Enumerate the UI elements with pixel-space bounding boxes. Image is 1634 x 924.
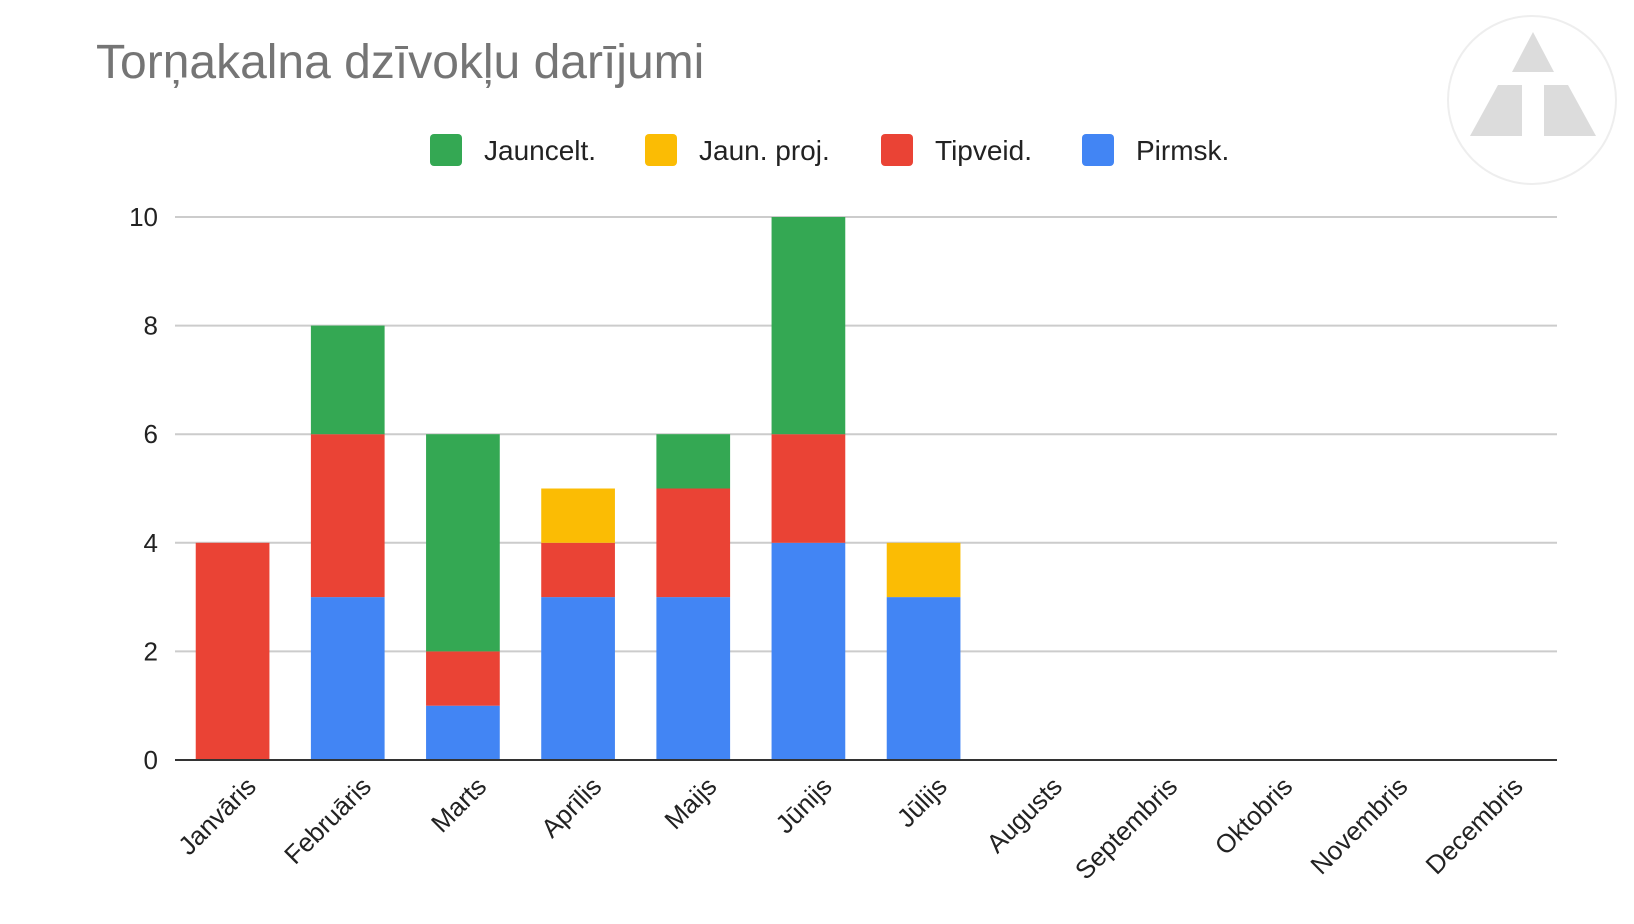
bar-segment-6-2: [886, 542, 961, 598]
chart-title: Torņakalna dzīvokļu darījumi: [96, 36, 704, 89]
legend-item: Jaun. proj.: [645, 134, 830, 166]
x-tick-label: Aprīlis: [535, 771, 607, 843]
x-tick-label: Jūnijs: [769, 771, 837, 839]
legend-swatch: [881, 134, 913, 166]
legend-swatch: [1082, 134, 1114, 166]
y-tick-label: 2: [144, 636, 158, 666]
legend-item: Tipveid.: [881, 134, 1032, 166]
legend-item: Pirmsk.: [1082, 134, 1229, 166]
bar-segment-3-2: [541, 488, 615, 543]
legend-label: Jaun. proj.: [699, 135, 830, 166]
x-axis: Janvāris Februāris Marts Aprīlis Maijs Jūnijs…: [172, 771, 1529, 885]
legend-swatch: [430, 134, 462, 166]
bar-segment-4-3: [656, 434, 731, 489]
bar-segment-5-0: [771, 542, 846, 760]
x-tick-label: Jūlijs: [891, 771, 953, 833]
logo-circle: [1447, 15, 1617, 185]
bar-segment-1-3: [310, 325, 385, 435]
bars: [195, 217, 961, 760]
x-tick-label: Oktobris: [1209, 771, 1299, 861]
legend-swatch: [645, 134, 677, 166]
bar-segment-3-0: [541, 597, 615, 760]
y-tick-label: 6: [144, 419, 158, 449]
bar-segment-0-1: [195, 542, 270, 760]
bar-segment-1-1: [310, 434, 385, 598]
legend-label: Jauncelt.: [484, 135, 596, 166]
x-tick-label: Februāris: [278, 771, 377, 870]
bar-segment-3-1: [541, 542, 615, 598]
y-tick-label: 8: [144, 311, 158, 341]
bar-segment-5-1: [771, 434, 846, 543]
legend: Jauncelt. Jaun. proj. Tipveid. Pirmsk.: [430, 134, 1229, 166]
logo-triangle-right: [1544, 85, 1596, 136]
bar-segment-2-3: [426, 434, 500, 652]
x-tick-label: Septembris: [1069, 771, 1183, 885]
bar-segment-1-0: [310, 597, 385, 760]
x-tick-label: Decembris: [1420, 771, 1529, 880]
x-tick-label: Novembris: [1304, 771, 1413, 880]
bar-segment-2-0: [426, 705, 500, 760]
x-tick-label: Augusts: [980, 771, 1068, 859]
x-tick-label: Janvāris: [172, 771, 262, 861]
legend-label: Tipveid.: [935, 135, 1032, 166]
y-tick-label: 4: [144, 528, 158, 558]
bar-segment-6-0: [886, 597, 961, 760]
bar-segment-4-1: [656, 488, 731, 598]
logo-triangle-left: [1470, 85, 1522, 136]
x-tick-label: Maijs: [658, 771, 722, 835]
bar-segment-2-1: [426, 651, 500, 706]
logo-triangle-top: [1512, 32, 1554, 72]
y-axis: 0 2 4 6 8 10: [129, 202, 158, 775]
gridlines: [175, 216, 1557, 653]
x-tick-label: Marts: [425, 771, 492, 838]
legend-item: Jauncelt.: [430, 134, 596, 166]
legend-label: Pirmsk.: [1136, 135, 1229, 166]
y-tick-label: 10: [129, 202, 158, 232]
logo: [1447, 15, 1617, 185]
bar-segment-5-3: [771, 217, 846, 435]
bar-segment-4-0: [656, 597, 731, 760]
y-tick-label: 0: [144, 745, 158, 775]
